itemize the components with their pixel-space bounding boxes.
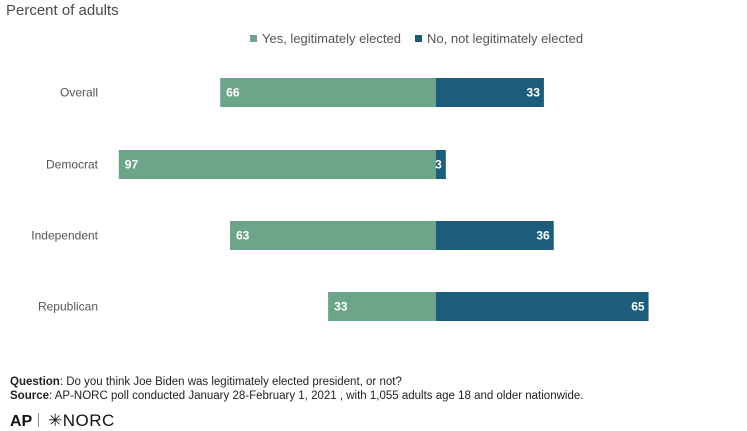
bar-yes-republican [328,292,436,321]
norc-logo: ✳NORC [48,411,115,430]
legend-swatch-no [415,35,422,42]
legend-item-no: No, not legitimately elected [415,31,583,46]
source-text: : AP-NORC poll conducted January 28-Febr… [49,390,584,402]
category-label-republican: Republican [38,300,98,314]
source-label: Source [10,390,49,402]
question-label: Question [10,376,60,388]
bar-no-democrat [436,150,446,179]
bar-yes-overall [220,78,436,107]
chart-plot: Overall 66 33 Democrat 97 3 Independent 63 36 Rep… [31,78,649,321]
legend-swatch-yes [250,35,257,42]
bar-no-independent [436,221,554,250]
legend-item-yes: Yes, legitimately elected [250,31,401,46]
ap-logo: AP [10,413,33,430]
value-label-no-overall: 33 [527,86,541,100]
question-footnote: Question: Do you think Joe Biden was leg… [10,376,402,388]
source-footnote: Source: AP-NORC poll conducted January 2… [10,390,583,402]
value-label-yes-overall: 66 [226,86,240,100]
value-label-yes-independent: 63 [236,229,250,243]
category-label-overall: Overall [60,86,98,100]
category-label-democrat: Democrat [46,158,99,172]
bar-no-overall [436,78,544,107]
question-text: : Do you think Joe Biden was legitimatel… [59,376,402,388]
legend-label-yes: Yes, legitimately elected [262,31,401,46]
bar-yes-independent [229,221,436,250]
bar-yes-democrat [118,150,436,179]
chart-subtitle: Percent of adults [6,2,119,19]
logo-divider [38,413,39,427]
chart-legend: Yes, legitimately elected No, not legiti… [250,31,583,46]
category-label-independent: Independent [31,229,98,243]
value-label-no-democrat: 3 [435,158,442,172]
bar-no-republican [436,292,649,321]
value-label-yes-republican: 33 [334,300,348,314]
value-label-no-republican: 65 [631,300,645,314]
legend-label-no: No, not legitimately elected [427,31,584,46]
value-label-yes-democrat: 97 [125,158,139,172]
value-label-no-independent: 36 [536,229,550,243]
